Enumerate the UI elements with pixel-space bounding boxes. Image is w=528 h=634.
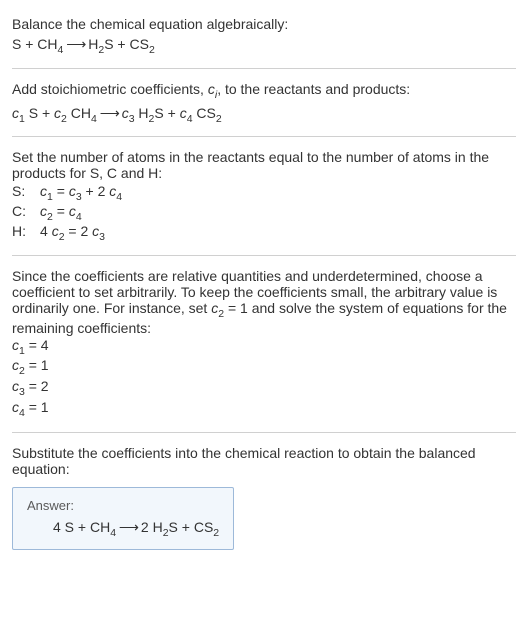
step2-text: Set the number of atoms in the reactants… bbox=[12, 149, 516, 181]
divider bbox=[12, 68, 516, 69]
step1-section: Add stoichiometric coefficients, ci, to … bbox=[12, 73, 516, 133]
intro-text: Balance the chemical equation algebraica… bbox=[12, 16, 516, 32]
coef-row: c2 = 1 bbox=[12, 357, 516, 377]
atom-table: S: c1 = c3 + 2 c4 C: c2 = c4 H: 4 c2 = 2… bbox=[12, 183, 130, 242]
intro-section: Balance the chemical equation algebraica… bbox=[12, 8, 516, 64]
step2-section: Set the number of atoms in the reactants… bbox=[12, 141, 516, 250]
step1-equation: c1 S + c2 CH4 ⟶ c3 H2S + c4 CS2 bbox=[12, 105, 516, 125]
coef-row: c1 = 4 bbox=[12, 337, 516, 357]
answer-equation: 4 S + CH4 ⟶ 2 H2S + CS2 bbox=[27, 519, 219, 539]
intro-equation: S + CH4 ⟶ H2S + CS2 bbox=[12, 36, 516, 56]
answer-label: Answer: bbox=[27, 498, 219, 513]
coef-row: c4 = 1 bbox=[12, 399, 516, 419]
divider bbox=[12, 432, 516, 433]
step3-section: Since the coefficients are relative quan… bbox=[12, 260, 516, 428]
table-row: H: 4 c2 = 2 c3 bbox=[12, 223, 130, 243]
step3-text: Since the coefficients are relative quan… bbox=[12, 268, 516, 336]
coef-row: c3 = 2 bbox=[12, 378, 516, 398]
divider bbox=[12, 255, 516, 256]
table-row: C: c2 = c4 bbox=[12, 203, 130, 223]
step4-text: Substitute the coefficients into the che… bbox=[12, 445, 516, 477]
step1-text: Add stoichiometric coefficients, ci, to … bbox=[12, 81, 516, 101]
answer-box: Answer: 4 S + CH4 ⟶ 2 H2S + CS2 bbox=[12, 487, 234, 550]
divider bbox=[12, 136, 516, 137]
step4-section: Substitute the coefficients into the che… bbox=[12, 437, 516, 485]
table-row: S: c1 = c3 + 2 c4 bbox=[12, 183, 130, 203]
